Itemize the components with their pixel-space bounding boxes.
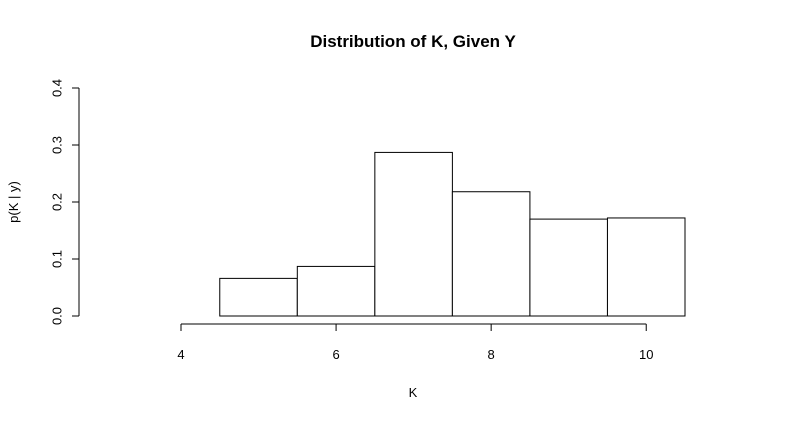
histogram-bar-7 xyxy=(374,151,453,317)
x-axis-label: K xyxy=(409,385,418,400)
x-axis: 4 6 8 10 xyxy=(177,323,653,362)
bars-group xyxy=(219,151,686,317)
y-axis-label: p(K | y) xyxy=(6,181,21,223)
histogram-bar-6 xyxy=(296,265,376,317)
x-tick-label: 6 xyxy=(332,347,339,362)
chart-title: Distribution of K, Given Y xyxy=(310,32,516,51)
y-tick-label: 0.2 xyxy=(50,193,65,211)
histogram-bar-10 xyxy=(606,217,686,317)
histogram-bar-8 xyxy=(451,191,531,317)
x-tick-label: 4 xyxy=(177,347,184,362)
x-tick-label: 8 xyxy=(488,347,495,362)
y-axis: 0.0 0.1 0.2 0.3 0.4 xyxy=(50,79,80,325)
y-tick-label: 0.4 xyxy=(50,79,65,97)
y-tick-label: 0.1 xyxy=(50,250,65,268)
x-tick-label: 10 xyxy=(639,347,653,362)
histogram-bar-5 xyxy=(219,277,298,317)
histogram-bar-9 xyxy=(529,218,608,317)
y-tick-label: 0.0 xyxy=(50,307,65,325)
y-tick-label: 0.3 xyxy=(50,136,65,154)
